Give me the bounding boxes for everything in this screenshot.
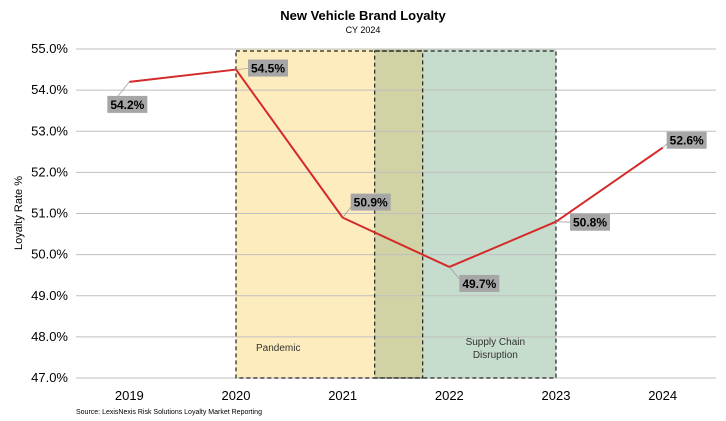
grid-layer bbox=[76, 48, 716, 379]
line-layer bbox=[129, 68, 664, 268]
data-label: 52.6% bbox=[670, 134, 704, 148]
x-tick-label: 2022 bbox=[435, 388, 464, 403]
data-label-bg bbox=[459, 274, 500, 292]
y-tick-label: 52.0% bbox=[31, 164, 68, 179]
region-label-line: Disruption bbox=[473, 350, 518, 361]
source-note: Source: LexisNexis Risk Solutions Loyalt… bbox=[76, 409, 262, 416]
x-tick-label: 2020 bbox=[222, 388, 251, 403]
x-tick-label: 2024 bbox=[648, 388, 677, 403]
label-layer: 54.2% 54.5% 50.9% 49.7% 50.8% 52.6% bbox=[107, 59, 707, 292]
x-tick-label: 2019 bbox=[115, 388, 144, 403]
region-label-line: Supply Chain bbox=[466, 337, 525, 348]
x-tick-label: 2021 bbox=[328, 388, 357, 403]
data-label: 50.8% bbox=[573, 216, 607, 230]
y-tick-label: 55.0% bbox=[31, 41, 68, 56]
region-pandemic-border bbox=[235, 50, 424, 379]
chart-subtitle: CY 2024 bbox=[346, 25, 381, 35]
y-axis-label: Loyalty Rate % bbox=[13, 176, 25, 250]
y-tick-label: 51.0% bbox=[31, 206, 68, 221]
y-tick-label: 49.0% bbox=[31, 288, 68, 303]
y-tick-label: 54.0% bbox=[31, 82, 68, 97]
region-label-pandemic: Pandemic bbox=[256, 343, 300, 354]
data-label-bg bbox=[248, 59, 288, 77]
y-tick-label: 48.0% bbox=[31, 329, 68, 344]
region-supply-chain-border bbox=[374, 50, 557, 379]
data-label: 54.5% bbox=[251, 62, 285, 76]
y-tick-label: 53.0% bbox=[31, 123, 68, 138]
series-line bbox=[129, 68, 664, 268]
data-label-bg bbox=[570, 213, 610, 231]
data-label-bg bbox=[666, 131, 707, 149]
x-tick-label: 2023 bbox=[542, 388, 571, 403]
region-label-supply-chain: Supply Chain Disruption bbox=[466, 337, 525, 361]
data-label-bg bbox=[350, 193, 391, 211]
region-borders-layer: Pandemic Supply Chain Disruption bbox=[235, 50, 557, 379]
chart-title: New Vehicle Brand Loyalty bbox=[280, 8, 446, 23]
data-label-bg bbox=[107, 95, 148, 113]
data-label: 49.7% bbox=[462, 277, 496, 291]
y-tick-label: 50.0% bbox=[31, 247, 68, 262]
axis-layer: 47.0% 48.0% 49.0% 50.0% 51.0% 52.0% 53.0% 54.0%… bbox=[31, 41, 677, 403]
y-tick-label: 47.0% bbox=[31, 370, 68, 385]
data-label: 50.9% bbox=[354, 196, 388, 210]
data-label: 54.2% bbox=[110, 98, 144, 112]
